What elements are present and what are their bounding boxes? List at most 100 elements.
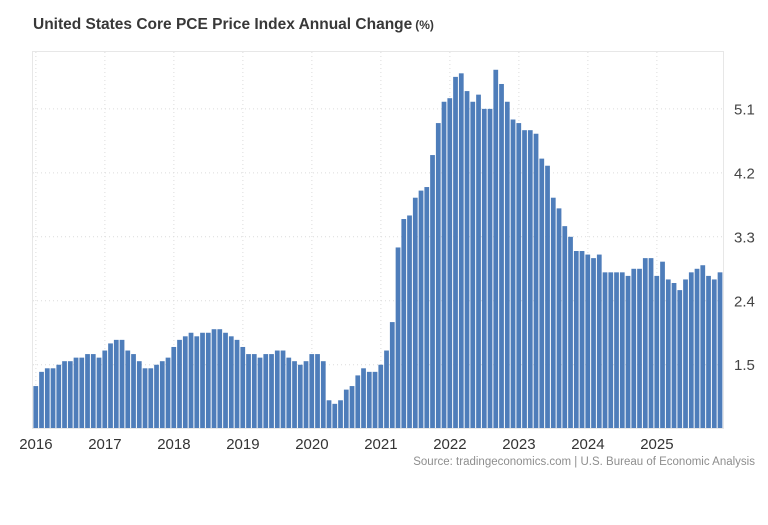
bar[interactable] <box>562 226 568 428</box>
bar[interactable] <box>591 258 596 428</box>
bar[interactable] <box>320 361 326 428</box>
bar[interactable] <box>499 83 504 429</box>
bar[interactable] <box>165 357 171 428</box>
bar[interactable] <box>326 400 332 428</box>
bar[interactable] <box>274 350 280 428</box>
bar[interactable] <box>200 332 205 428</box>
bar[interactable] <box>700 265 706 428</box>
bar[interactable] <box>654 275 660 428</box>
bar[interactable] <box>44 368 50 428</box>
bar[interactable] <box>223 332 228 428</box>
bar[interactable] <box>447 98 453 428</box>
bar[interactable] <box>96 357 102 428</box>
bar[interactable] <box>119 339 125 428</box>
bar[interactable] <box>389 322 395 428</box>
bar[interactable] <box>573 251 579 428</box>
bar[interactable] <box>33 386 39 428</box>
bar[interactable] <box>269 354 274 428</box>
bar[interactable] <box>108 343 113 428</box>
bar[interactable] <box>240 346 246 428</box>
bar[interactable] <box>407 215 412 428</box>
bar[interactable] <box>50 368 56 428</box>
bar[interactable] <box>90 354 96 428</box>
bar[interactable] <box>412 197 418 428</box>
bar[interactable] <box>234 339 240 428</box>
bar[interactable] <box>637 268 642 428</box>
bar[interactable] <box>516 123 522 428</box>
bar[interactable] <box>159 361 165 428</box>
bar[interactable] <box>315 354 320 428</box>
bar[interactable] <box>430 155 435 428</box>
bar[interactable] <box>596 254 602 428</box>
bar[interactable] <box>217 329 223 428</box>
bar[interactable] <box>533 133 539 428</box>
bar[interactable] <box>56 364 62 428</box>
bar[interactable] <box>366 371 372 428</box>
bar[interactable] <box>303 361 309 428</box>
bar[interactable] <box>711 279 717 428</box>
bar[interactable] <box>62 361 67 428</box>
bar[interactable] <box>286 357 292 428</box>
bar[interactable] <box>706 275 711 428</box>
bar[interactable] <box>435 123 441 428</box>
bar[interactable] <box>136 361 142 428</box>
bar[interactable] <box>67 361 73 428</box>
bar[interactable] <box>625 275 631 428</box>
bar[interactable] <box>361 368 366 428</box>
bar[interactable] <box>631 268 637 428</box>
bar[interactable] <box>309 354 315 428</box>
bar[interactable] <box>355 375 361 428</box>
bar[interactable] <box>85 354 90 428</box>
bar[interactable] <box>188 332 194 428</box>
bar[interactable] <box>246 354 251 428</box>
bar[interactable] <box>332 403 338 428</box>
bar[interactable] <box>642 258 648 428</box>
bar[interactable] <box>568 236 573 428</box>
bar[interactable] <box>79 357 85 428</box>
bar[interactable] <box>539 158 545 428</box>
bar[interactable] <box>384 350 389 428</box>
bar[interactable] <box>619 272 625 428</box>
bar[interactable] <box>504 101 510 429</box>
bar[interactable] <box>349 386 355 428</box>
bar[interactable] <box>39 371 44 428</box>
bar[interactable] <box>251 354 257 428</box>
bar[interactable] <box>487 108 493 429</box>
bar[interactable] <box>401 219 407 428</box>
bar[interactable] <box>441 101 447 429</box>
bar[interactable] <box>424 187 430 428</box>
bar[interactable] <box>660 261 665 428</box>
bar[interactable] <box>671 283 677 428</box>
bar[interactable] <box>677 290 683 428</box>
bar[interactable] <box>154 364 159 428</box>
bar[interactable] <box>608 272 614 428</box>
bar[interactable] <box>280 350 286 428</box>
bar[interactable] <box>395 247 401 428</box>
bar[interactable] <box>602 272 608 428</box>
bar[interactable] <box>614 272 619 428</box>
bar[interactable] <box>481 108 487 429</box>
bar[interactable] <box>171 346 177 428</box>
bar[interactable] <box>418 190 424 428</box>
bar[interactable] <box>182 336 188 428</box>
bar[interactable] <box>510 119 516 429</box>
bar[interactable] <box>194 336 200 428</box>
bar[interactable] <box>378 364 384 428</box>
bar[interactable] <box>125 350 131 428</box>
bar[interactable] <box>493 69 499 428</box>
bar[interactable] <box>579 251 585 428</box>
bar[interactable] <box>556 208 562 428</box>
bar[interactable] <box>113 339 119 428</box>
bar[interactable] <box>131 354 136 428</box>
bar[interactable] <box>527 130 533 429</box>
bar[interactable] <box>453 76 458 428</box>
bar[interactable] <box>694 268 700 428</box>
bar[interactable] <box>683 279 688 428</box>
bar[interactable] <box>263 354 269 428</box>
bar[interactable] <box>648 258 654 428</box>
bar[interactable] <box>297 364 303 428</box>
bar[interactable] <box>148 368 154 428</box>
bar[interactable] <box>717 272 723 428</box>
bar[interactable] <box>545 165 550 429</box>
bar[interactable] <box>292 361 297 428</box>
